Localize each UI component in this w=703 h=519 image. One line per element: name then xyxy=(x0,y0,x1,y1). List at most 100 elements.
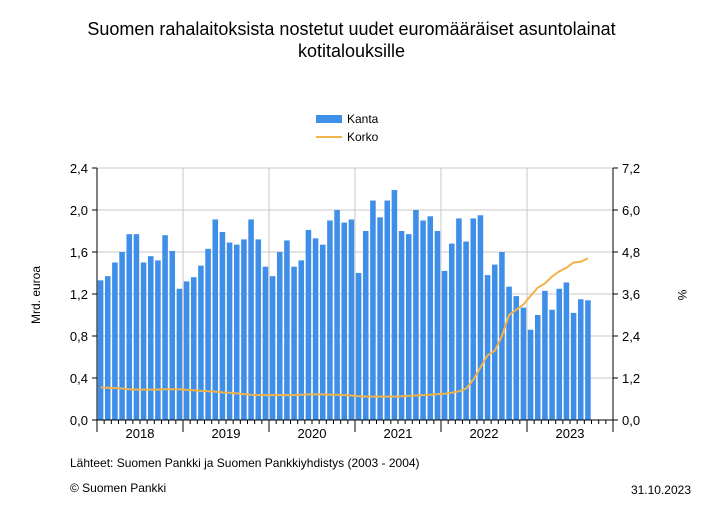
bar-kanta xyxy=(585,300,591,420)
bar-kanta xyxy=(463,241,469,420)
line-korko xyxy=(100,257,589,398)
bar-kanta xyxy=(434,231,441,420)
bar-kanta xyxy=(162,235,168,420)
y-tick-label-left: 0,8 xyxy=(70,329,88,344)
legend-swatch-kanta xyxy=(316,115,342,123)
bar-kanta xyxy=(520,307,527,420)
bar-kanta xyxy=(319,244,326,420)
bar-kanta xyxy=(370,200,376,420)
bar-kanta xyxy=(377,217,383,420)
x-tick-label: 2022 xyxy=(470,426,499,441)
bar-kanta xyxy=(262,266,269,420)
legend-label-korko: Korko xyxy=(347,130,379,144)
y-tick-label-right: 1,2 xyxy=(622,371,640,386)
bar-kanta xyxy=(556,288,563,420)
bar-kanta xyxy=(169,250,176,420)
bar-kanta xyxy=(420,220,426,420)
bar-kanta xyxy=(284,240,290,420)
bar-kanta xyxy=(241,239,247,420)
bar-kanta xyxy=(413,210,419,420)
bar-kanta xyxy=(133,234,140,420)
bar-kanta xyxy=(506,286,512,420)
source-note: Lähteet: Suomen Pankki ja Suomen Pankkiy… xyxy=(70,456,420,470)
bar-kanta xyxy=(570,312,577,420)
x-tick-label: 2018 xyxy=(126,426,155,441)
bar-kanta xyxy=(298,260,305,420)
bar-kanta xyxy=(456,218,462,420)
y-tick-label-right: 6,0 xyxy=(622,203,640,218)
bar-kanta xyxy=(248,219,254,420)
bar-kanta xyxy=(563,282,570,420)
bar-kanta xyxy=(327,220,333,420)
y-tick-label-right: 0,0 xyxy=(622,413,640,428)
bar-kanta xyxy=(104,276,111,420)
y-tick-label-left: 1,2 xyxy=(70,287,88,302)
bar-kanta xyxy=(198,265,204,420)
bar-kanta xyxy=(341,222,348,420)
copyright-note: © Suomen Pankki xyxy=(70,481,167,495)
bar-kanta xyxy=(97,280,104,420)
y-tick-label-right: 2,4 xyxy=(622,329,640,344)
bar-kanta xyxy=(183,281,190,420)
bar-kanta xyxy=(398,231,405,420)
bar-kanta xyxy=(226,242,233,420)
bar-kanta xyxy=(147,256,154,420)
date-label: 31.10.2023 xyxy=(630,483,691,497)
bar-kanta xyxy=(334,210,340,420)
x-tick-label: 2023 xyxy=(556,426,585,441)
axes-layer: 0,0 0,0 0,4 1,2 0,8 2,4 1,2 3,6 1,6 4,8 2,0 6,0 2,4 7… xyxy=(70,161,640,441)
y-tick-label-right: 4,8 xyxy=(622,245,640,260)
bar-kanta xyxy=(384,200,391,420)
bar-kanta xyxy=(291,266,297,420)
bar-kanta xyxy=(441,270,448,420)
x-tick-label: 2020 xyxy=(298,426,327,441)
y-axis-label-right: % xyxy=(675,290,689,301)
bar-kanta xyxy=(269,276,276,420)
chart-title: Suomen rahalaitoksista nostetut uudet eu… xyxy=(0,18,703,62)
grid-layer xyxy=(97,167,613,420)
y-tick-label-left: 1,6 xyxy=(70,245,88,260)
y-tick-label-left: 2,0 xyxy=(70,203,88,218)
bars-layer xyxy=(97,190,591,420)
y-tick-label-right: 3,6 xyxy=(622,287,640,302)
bar-kanta xyxy=(112,262,118,420)
x-tick-label: 2021 xyxy=(384,426,413,441)
bar-kanta xyxy=(448,243,455,420)
bar-kanta xyxy=(348,219,355,420)
bar-kanta xyxy=(491,264,498,420)
bar-kanta xyxy=(534,315,541,420)
y-tick-label-left: 0,0 xyxy=(70,413,88,428)
bar-kanta xyxy=(312,238,319,420)
y-tick-label-left: 2,4 xyxy=(70,161,88,176)
bar-kanta xyxy=(255,239,262,420)
bar-kanta xyxy=(549,309,555,420)
bar-kanta xyxy=(355,273,362,420)
bar-kanta xyxy=(362,231,369,420)
bar-kanta xyxy=(233,244,240,420)
bar-kanta xyxy=(477,215,484,420)
bar-kanta xyxy=(484,275,491,420)
bar-kanta xyxy=(391,190,398,420)
legend-label-kanta: Kanta xyxy=(347,112,379,126)
bar-kanta xyxy=(577,299,584,420)
bar-kanta xyxy=(212,219,219,420)
bar-kanta xyxy=(119,252,125,420)
bar-kanta xyxy=(470,218,477,420)
y-tick-label-right: 7,2 xyxy=(622,161,640,176)
bar-kanta xyxy=(155,260,161,420)
bar-kanta xyxy=(205,248,211,420)
y-axis-label-left: Mrd. euroa xyxy=(29,266,43,324)
bar-kanta xyxy=(219,232,226,420)
bar-kanta xyxy=(305,229,312,420)
legend: Kanta Korko xyxy=(316,112,379,144)
bar-kanta xyxy=(427,216,434,420)
bar-kanta xyxy=(176,288,183,420)
x-tick-label: 2019 xyxy=(212,426,241,441)
chart-title-line-2: kotitalouksille xyxy=(297,41,406,61)
y-tick-label-left: 0,4 xyxy=(70,371,88,386)
chart-title-line-1: Suomen rahalaitoksista nostetut uudet eu… xyxy=(87,19,616,39)
bar-kanta xyxy=(513,296,520,420)
bar-kanta xyxy=(140,262,147,420)
bar-kanta xyxy=(542,290,548,420)
